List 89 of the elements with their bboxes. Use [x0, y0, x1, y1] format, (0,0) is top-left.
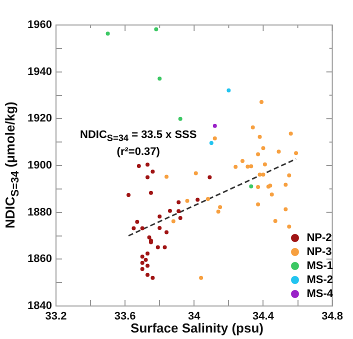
point — [146, 264, 150, 268]
legend-label: MS-4 — [306, 288, 333, 300]
point — [126, 193, 131, 198]
y-tick-label: 1920 — [28, 112, 52, 125]
point — [212, 124, 217, 128]
point — [144, 258, 148, 262]
point — [249, 184, 254, 188]
point — [284, 182, 288, 187]
point — [162, 245, 167, 250]
point — [256, 202, 260, 206]
point — [294, 151, 298, 156]
point — [135, 220, 140, 224]
point — [146, 272, 150, 277]
point — [156, 245, 160, 250]
point — [288, 132, 293, 136]
point — [234, 164, 238, 169]
point — [216, 210, 220, 214]
point — [256, 185, 260, 190]
point — [196, 198, 200, 202]
y-tick-label: 1940 — [28, 66, 52, 78]
point — [140, 267, 144, 271]
point — [158, 76, 162, 81]
point — [284, 207, 288, 212]
point — [176, 209, 181, 214]
point — [226, 88, 231, 92]
point — [178, 216, 182, 220]
y-tick-label: 1880 — [28, 206, 52, 218]
point — [168, 208, 172, 213]
point — [218, 205, 222, 210]
point — [136, 164, 141, 168]
y-tick-label: 1840 — [28, 300, 52, 312]
point — [148, 190, 153, 195]
point — [146, 252, 150, 256]
legend-label: MS-1 — [306, 260, 333, 272]
point — [171, 219, 176, 224]
point — [199, 276, 204, 280]
point — [150, 170, 155, 174]
point — [249, 164, 254, 168]
point — [132, 226, 136, 230]
annotation: NDIC$_{S=34}$ = 33.5 x SSS — [80, 128, 197, 146]
point — [246, 164, 250, 169]
legend-label: MS-2 — [306, 274, 333, 286]
x-tick-label: 33.6 — [114, 310, 136, 323]
point — [140, 254, 144, 259]
point — [212, 136, 217, 140]
point — [250, 125, 255, 130]
point — [158, 226, 162, 230]
point — [146, 175, 150, 180]
x-tick-label: 34.8 — [322, 310, 344, 323]
x-tick-label: 34 — [188, 310, 202, 323]
point — [287, 224, 292, 229]
y-tick-label: 1900 — [28, 160, 52, 172]
point — [150, 276, 155, 280]
point — [154, 27, 158, 32]
point — [185, 198, 190, 203]
point — [147, 235, 152, 240]
point — [164, 174, 169, 179]
y-tick-label: 1960 — [28, 19, 52, 32]
point — [287, 173, 292, 178]
point — [258, 134, 262, 139]
point — [176, 200, 181, 204]
x-axis-title: Surface Salinity (psu) — [130, 320, 264, 336]
x-tick-label: 33.2 — [45, 310, 67, 323]
point — [273, 219, 278, 223]
legend-label: NP-2 — [306, 232, 332, 244]
point — [261, 172, 266, 177]
point — [158, 214, 162, 219]
point — [258, 172, 262, 177]
point — [256, 152, 260, 156]
point — [140, 260, 144, 265]
point — [178, 116, 182, 121]
point — [276, 150, 281, 154]
point — [164, 230, 169, 234]
x-tick-label: 34.4 — [252, 310, 275, 323]
point — [262, 162, 267, 166]
point — [106, 32, 110, 36]
point — [140, 226, 144, 230]
point — [261, 146, 266, 150]
point — [259, 100, 264, 104]
point — [146, 162, 150, 167]
legend-label: NP-3 — [306, 246, 332, 258]
y-tick-label: 1860 — [28, 253, 52, 266]
annotation: (r²=0.37) — [116, 145, 161, 160]
point — [208, 175, 212, 180]
point — [206, 196, 210, 201]
point — [240, 159, 244, 164]
point — [209, 141, 214, 146]
point — [194, 171, 198, 176]
point — [270, 192, 274, 197]
